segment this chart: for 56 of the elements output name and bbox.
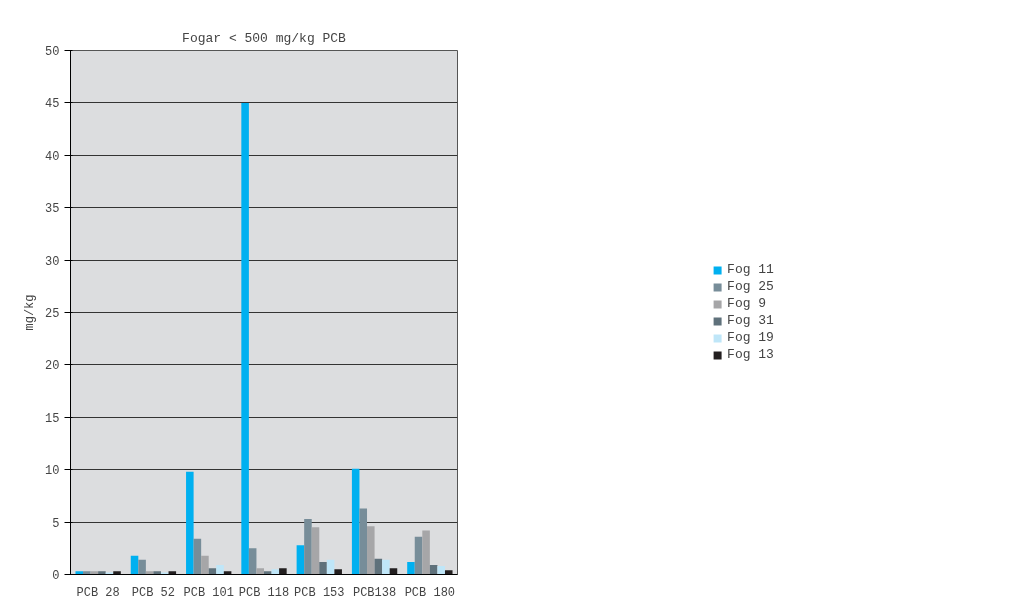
bar (264, 571, 272, 575)
legend-label: Fog 19 (727, 330, 774, 345)
y-tick-label: 30 (45, 254, 60, 269)
legend-label: Fog 9 (727, 296, 767, 311)
x-tick-label: PCB 52 (131, 585, 176, 600)
bar (160, 572, 169, 575)
bar (351, 468, 360, 575)
y-tick-label: 20 (45, 359, 60, 374)
bar (319, 561, 327, 575)
bar (241, 102, 249, 575)
legend-label: Fog 31 (727, 313, 774, 328)
x-tick-label: PCB 153 (294, 585, 345, 600)
y-tick-label: 40 (45, 149, 60, 164)
legend-label: Fog 13 (727, 347, 774, 362)
bar (367, 526, 375, 575)
x-tick-label: PCB 28 (76, 585, 120, 600)
bar (334, 569, 342, 575)
y-tick-label: 25 (45, 307, 60, 321)
bar (296, 545, 305, 575)
bar (75, 571, 84, 575)
bar (138, 559, 146, 575)
bar (359, 508, 368, 575)
bar (216, 565, 224, 575)
y-tick-label: 10 (45, 464, 60, 479)
y-tick-label: 0 (52, 569, 60, 583)
bar (382, 559, 390, 575)
bar (98, 571, 106, 575)
y-tick-label: 45 (45, 97, 60, 112)
bar (279, 568, 287, 575)
y-tick-label: 35 (45, 202, 60, 217)
bar (437, 566, 445, 575)
legend-label: Fog 25 (727, 279, 774, 294)
bar (153, 571, 161, 575)
y-tick-label: 50 (45, 45, 60, 59)
x-tick-label: PCB 101 (183, 585, 234, 600)
bar (304, 518, 312, 575)
bar (113, 571, 121, 575)
x-tick-label: PCB 118 (238, 585, 290, 600)
y-axis-title: mg/kg (23, 294, 38, 331)
y-tick-label: 15 (45, 411, 60, 426)
bar (248, 548, 257, 575)
bar (193, 538, 202, 575)
bar (311, 527, 320, 575)
x-tick-label: PCB138 (352, 585, 397, 600)
bar (186, 471, 194, 575)
bar (414, 536, 423, 575)
y-tick-label: 5 (52, 516, 60, 531)
bar (83, 571, 91, 575)
bar (422, 530, 430, 575)
x-tick-label: PCB 180 (404, 585, 456, 600)
bar (407, 561, 415, 575)
bar (256, 568, 264, 575)
bar (444, 570, 453, 575)
legend-label: Fog 11 (727, 262, 774, 277)
bar (201, 555, 209, 575)
chart-title: Fogar < 500 mg/kg PCB (182, 30, 347, 46)
